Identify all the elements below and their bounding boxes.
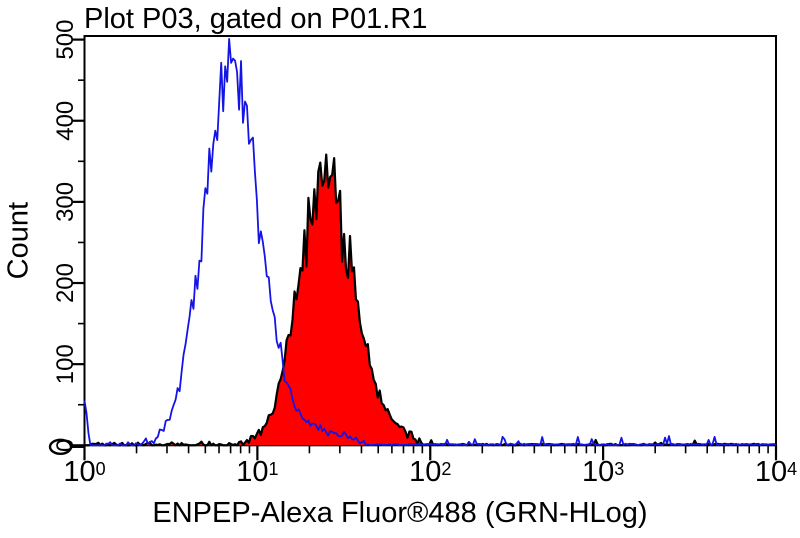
svg-text:500: 500: [52, 20, 79, 60]
svg-text:100: 100: [52, 344, 79, 384]
svg-text:0: 0: [52, 439, 79, 452]
svg-text:200: 200: [52, 263, 79, 303]
svg-text:300: 300: [52, 182, 79, 222]
svg-text:400: 400: [52, 101, 79, 141]
svg-text:Count: Count: [3, 202, 35, 279]
